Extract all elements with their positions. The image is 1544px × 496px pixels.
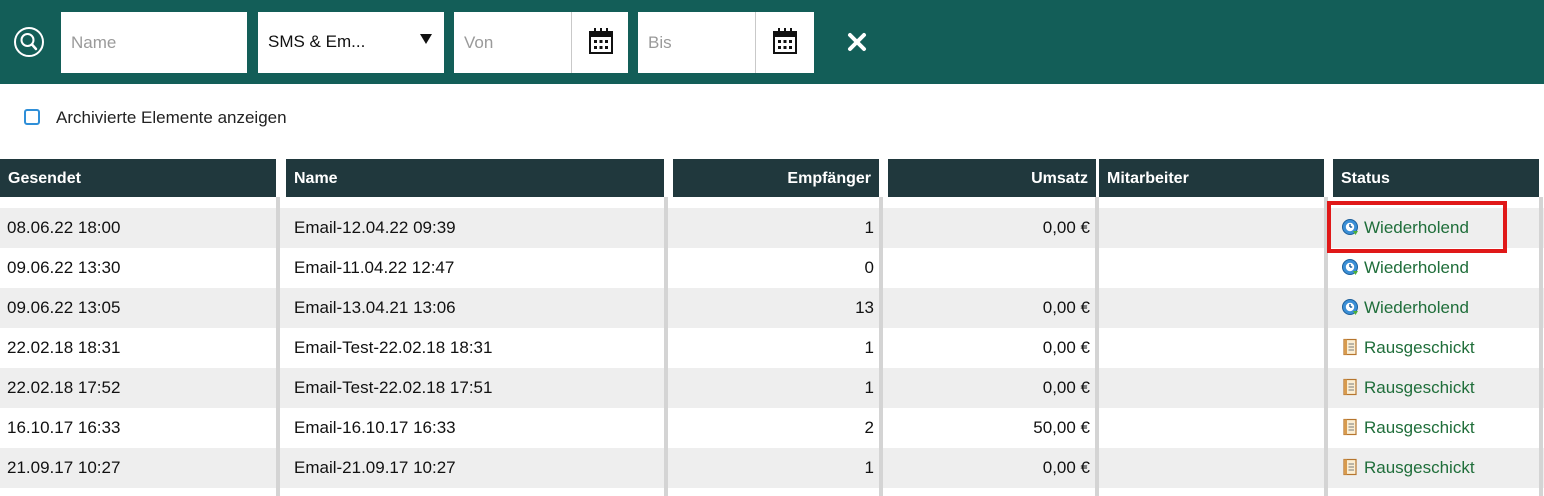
cell-umsatz: 50,00 € xyxy=(1033,418,1090,437)
cell-name: Email-11.04.22 12:47 xyxy=(294,258,455,277)
cell-status[interactable]: Rausgeschickt xyxy=(1341,368,1531,408)
cell-mitarbeiter xyxy=(1106,288,1316,328)
column-separator xyxy=(1095,197,1099,496)
search-icon[interactable] xyxy=(13,26,45,58)
table-row[interactable]: 22.02.18 17:52 Email-Test-22.02.18 17:51 1… xyxy=(0,368,1544,408)
cell-status[interactable]: Rausgeschickt xyxy=(1341,448,1531,488)
cell-mitarbeiter xyxy=(1106,208,1316,248)
column-header-name[interactable]: Name xyxy=(286,159,664,197)
name-filter-input[interactable] xyxy=(71,12,241,73)
column-separator xyxy=(1324,197,1328,496)
column-header-empfaenger[interactable]: Empfänger xyxy=(673,159,879,197)
cell-status[interactable]: Wiederholend xyxy=(1341,288,1531,328)
table-row[interactable]: 16.10.17 16:33 Email-16.10.17 16:33 2 50,00… xyxy=(0,408,1544,448)
to-date-input[interactable] xyxy=(648,12,748,73)
cell-gesendet: 09.06.22 13:30 xyxy=(7,258,121,277)
cell-umsatz: 0,00 € xyxy=(1042,338,1090,357)
cell-empfaenger: 1 xyxy=(864,338,874,357)
cell-gesendet: 16.10.17 16:33 xyxy=(7,418,121,437)
type-select[interactable]: SMS & Em... xyxy=(258,12,444,73)
cell-umsatz: 0,00 € xyxy=(1042,378,1090,397)
cell-gesendet: 22.02.18 17:52 xyxy=(7,378,121,397)
cell-status[interactable]: Wiederholend xyxy=(1341,248,1531,288)
cell-name: Email-Test-22.02.18 17:51 xyxy=(294,378,493,397)
cell-gesendet: 22.02.18 18:31 xyxy=(7,338,121,357)
cell-empfaenger: 0 xyxy=(864,258,874,277)
cell-name: Email-12.04.22 09:39 xyxy=(294,218,456,237)
recurring-icon xyxy=(1342,219,1358,235)
sent-document-icon xyxy=(1343,418,1357,436)
table-row[interactable]: 22.02.18 18:31 Email-Test-22.02.18 18:31 1… xyxy=(0,328,1544,368)
column-header-mitarbeiter[interactable]: Mitarbeiter xyxy=(1099,159,1324,197)
column-separator xyxy=(664,197,668,496)
cell-status[interactable]: Wiederholend xyxy=(1341,208,1531,248)
cell-empfaenger: 2 xyxy=(864,418,874,437)
show-archived-label: Archivierte Elemente anzeigen xyxy=(56,108,287,127)
table-row[interactable]: 09.06.22 13:30 Email-11.04.22 12:47 0 Wiede… xyxy=(0,248,1544,288)
table-row[interactable]: 21.09.17 10:27 Email-21.09.17 10:27 1 0,00 … xyxy=(0,448,1544,488)
recurring-icon xyxy=(1342,299,1358,315)
cell-empfaenger: 1 xyxy=(864,378,874,397)
column-header-gesendet[interactable]: Gesendet xyxy=(0,159,276,197)
cell-mitarbeiter xyxy=(1106,448,1316,488)
cell-mitarbeiter xyxy=(1106,368,1316,408)
filter-toolbar: SMS & Em... xyxy=(0,0,1544,84)
highlight-box xyxy=(1327,201,1507,253)
cell-empfaenger: 1 xyxy=(864,458,874,477)
from-date-calendar-button[interactable] xyxy=(571,12,628,73)
cell-name: Email-16.10.17 16:33 xyxy=(294,418,456,437)
cell-gesendet: 08.06.22 18:00 xyxy=(7,218,121,237)
show-archived-checkbox[interactable] xyxy=(24,109,40,125)
cell-umsatz xyxy=(896,248,1090,288)
calendar-icon xyxy=(773,28,797,54)
status-label[interactable]: Rausgeschickt xyxy=(1364,378,1475,397)
from-date-input[interactable] xyxy=(464,12,564,73)
cell-status[interactable]: Rausgeschickt xyxy=(1341,328,1531,368)
cell-mitarbeiter xyxy=(1106,248,1316,288)
clear-filters-icon[interactable] xyxy=(846,31,868,53)
cell-gesendet: 09.06.22 13:05 xyxy=(7,298,121,317)
cell-gesendet: 21.09.17 10:27 xyxy=(7,458,121,477)
calendar-icon xyxy=(589,28,613,54)
sent-document-icon xyxy=(1343,338,1357,356)
status-label[interactable]: Wiederholend xyxy=(1364,298,1469,317)
table-row[interactable]: 08.06.22 18:00 Email-12.04.22 09:39 1 0,00 … xyxy=(0,208,1544,248)
to-date-box xyxy=(638,12,814,73)
recurring-icon xyxy=(1342,259,1358,275)
status-label[interactable]: Wiederholend xyxy=(1364,258,1469,277)
cell-umsatz: 0,00 € xyxy=(1042,458,1090,477)
cell-empfaenger: 1 xyxy=(864,218,874,237)
to-date-calendar-button[interactable] xyxy=(755,12,812,73)
type-select-value: SMS & Em... xyxy=(268,32,366,51)
sent-document-icon xyxy=(1343,458,1357,476)
status-label[interactable]: Rausgeschickt xyxy=(1364,458,1475,477)
cell-umsatz: 0,00 € xyxy=(1042,298,1090,317)
cell-mitarbeiter xyxy=(1106,408,1316,448)
sent-document-icon xyxy=(1343,378,1357,396)
cell-empfaenger: 13 xyxy=(855,298,874,317)
cell-name: Email-Test-22.02.18 18:31 xyxy=(294,338,493,357)
column-separator xyxy=(276,197,280,496)
column-header-status[interactable]: Status xyxy=(1333,159,1539,197)
table-row[interactable]: 09.06.22 13:05 Email-13.04.21 13:06 13 0,00… xyxy=(0,288,1544,328)
from-date-box xyxy=(454,12,628,73)
cell-name: Email-13.04.21 13:06 xyxy=(294,298,456,317)
cell-name: Email-21.09.17 10:27 xyxy=(294,458,456,477)
column-header-umsatz[interactable]: Umsatz xyxy=(888,159,1096,197)
name-filter-box xyxy=(61,12,247,73)
column-separator xyxy=(879,197,883,496)
cell-umsatz: 0,00 € xyxy=(1042,218,1090,237)
status-label[interactable]: Rausgeschickt xyxy=(1364,418,1475,437)
caret-down-icon xyxy=(420,34,432,44)
status-label[interactable]: Rausgeschickt xyxy=(1364,338,1475,357)
cell-mitarbeiter xyxy=(1106,328,1316,368)
status-label[interactable]: Wiederholend xyxy=(1364,218,1469,237)
cell-status[interactable]: Rausgeschickt xyxy=(1341,408,1531,448)
column-separator xyxy=(1539,197,1543,496)
